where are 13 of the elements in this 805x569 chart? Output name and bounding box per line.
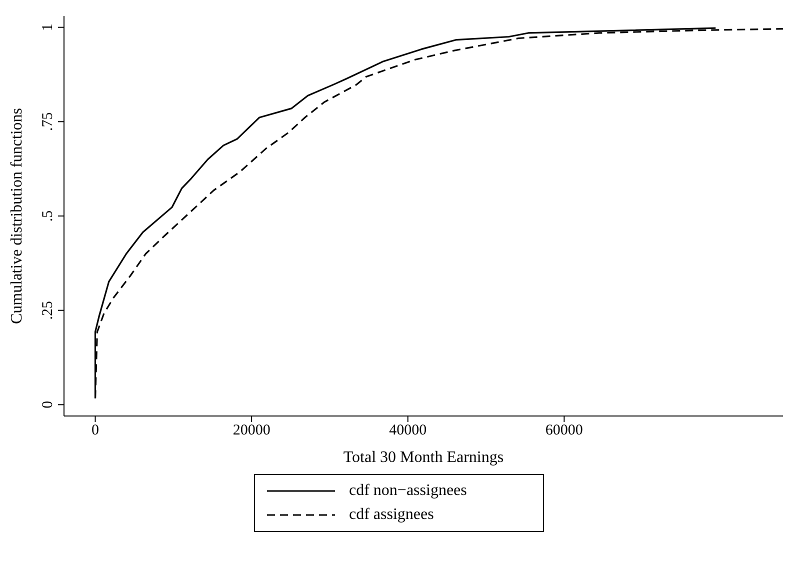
x-tick-label: 20000 <box>232 422 270 439</box>
legend-label: cdf assignees <box>349 506 434 524</box>
legend-label: cdf non−assignees <box>349 482 467 500</box>
y-tick-label: 0 <box>40 400 56 408</box>
x-axis-title: Total 30 Month Earnings <box>343 449 504 466</box>
x-tick-label: 0 <box>92 422 100 439</box>
y-tick-label: .5 <box>40 210 56 222</box>
y-tick-label: .75 <box>40 112 56 132</box>
x-tick-label: 40000 <box>389 422 427 439</box>
y-tick-label: 1 <box>40 24 56 32</box>
y-axis-title: Cumulative distribution functions <box>8 108 26 324</box>
y-tick-label: .25 <box>40 300 56 320</box>
x-tick-label: 60000 <box>545 422 583 439</box>
